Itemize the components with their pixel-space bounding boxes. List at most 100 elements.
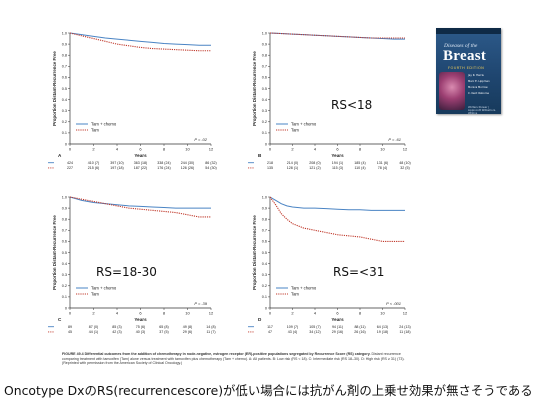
x-tick-label: 12 [209,311,214,316]
book-author: Marc E. Lippman [468,80,490,83]
risk-count: 126 (26) [181,166,194,170]
p-value-label: P = .61 [388,137,401,142]
risk-count: 29 (6) [183,330,192,334]
chart-panel: 0 0.1 0.2 0.3 0.4 0.5 0.6 0.7 0.8 0.9 1.0 0 2 4 6 8 10 12… [48,195,216,334]
chart-panel: 0 0.1 0.2 0.3 0.4 0.5 0.6 0.7 0.8 0.9 1.0 0 2 4 6 8 10 12… [248,195,411,334]
rs-group-label: RS<18 [331,98,372,112]
y-tick-label: 0 [265,306,267,310]
risk-count: 185 (4) [354,161,365,165]
risk-count: 94 (11) [332,325,343,329]
risk-count: 85 (3) [112,325,121,329]
x-tick-label: 8 [359,147,362,152]
x-tick-label: 4 [116,311,119,316]
x-axis-label: Years [331,317,344,322]
panel-letter: C [58,317,62,322]
x-tick-label: 6 [336,311,339,316]
x-tick-label: 2 [291,147,294,152]
risk-count: 338 (24) [157,161,170,165]
risk-count: 131 (6) [377,161,388,165]
risk-count: 32 (5) [400,166,409,170]
legend-label: Tam + chemo [91,121,117,126]
y-tick-label: 0.1 [262,131,267,135]
y-tick-label: 0.8 [262,54,267,58]
x-tick-label: 2 [92,147,95,152]
y-tick-label: 0.6 [62,240,67,244]
legend-label: Tam [91,127,99,132]
risk-count: 397 (10) [110,161,123,165]
series-line [69,196,211,218]
y-axis-label: Proportion Distant-Recurrence Free [52,51,57,126]
y-tick-label: 0 [265,142,267,146]
y-tick-label: 0.2 [62,284,67,288]
x-tick-label: 10 [380,311,385,316]
risk-count: 109 (7) [287,325,298,329]
y-tick-label: 0.3 [62,109,67,113]
y-tick-label: 0.6 [262,240,267,244]
risk-count: 42 (3) [112,330,121,334]
y-tick-label: 0.5 [62,251,67,255]
x-tick-label: 0 [69,311,72,316]
risk-count: 43 (4) [288,330,297,334]
x-tick-label: 4 [314,147,317,152]
x-tick-label: 2 [291,311,294,316]
y-tick-label: 0.6 [262,76,267,80]
x-tick-label: 10 [380,147,385,152]
y-tick-label: 0.8 [62,54,67,58]
risk-count: 11 (18) [399,330,410,334]
y-tick-label: 0.7 [62,229,67,233]
legend-label: Tam + chemo [91,285,117,290]
x-tick-label: 0 [269,311,272,316]
y-tick-label: 0.7 [262,229,267,233]
risk-count: 227 [67,166,73,170]
x-tick-label: 10 [185,311,190,316]
y-tick-label: 0.1 [62,131,67,135]
chart-panel: 0 0.1 0.2 0.3 0.4 0.5 0.6 0.7 0.8 0.9 1.0 0 2 4 6 8 10 12… [48,31,217,170]
x-tick-label: 10 [185,147,190,152]
x-tick-label: 0 [69,147,72,152]
risk-count: 19 (18) [377,330,388,334]
risk-count: 29 (16) [332,330,343,334]
risk-count: 24 (13) [399,325,410,329]
legend-label: Tam [291,127,299,132]
caption-body: Distant recurrence comparing treatment w… [62,352,405,366]
risk-count: 11 (7) [206,330,215,334]
book-author: Jay R. Harris [468,74,484,77]
book-cover: Diseases of the Breast FOURTH EDITION Ja… [436,28,501,114]
risk-count: 197 (18) [110,166,123,170]
x-tick-label: 2 [92,311,95,316]
risk-count: 64 (13) [377,325,388,329]
series-line [69,32,211,46]
series-line [69,196,211,209]
p-value-label: P < .001 [386,301,401,306]
y-tick-label: 1.0 [262,31,267,35]
x-tick-label: 4 [314,311,317,316]
risk-count: 208 (0) [309,161,320,165]
y-tick-label: 0.4 [62,98,67,102]
y-tick-label: 0.3 [262,109,267,113]
y-tick-label: 1.0 [62,31,67,35]
risk-count: 128 (1) [287,166,298,170]
x-tick-label: 12 [403,311,408,316]
caption-figure-label: FIGURE 49.4 [62,352,84,356]
p-value-label: P = .39 [194,301,207,306]
risk-count: 78 (4) [378,166,387,170]
y-tick-label: 0.2 [62,120,67,124]
risk-count: 115 (3) [332,166,343,170]
series-line [269,196,405,242]
risk-count: 88 (11) [354,325,365,329]
risk-count: 75 (6) [136,325,145,329]
risk-count: 194 (1) [332,161,343,165]
risk-count: 87 (0) [89,325,98,329]
y-axis-label: Proportion Distant-Recurrence Free [252,215,257,290]
y-tick-label: 0.9 [262,206,267,210]
risk-count: 37 (5) [159,330,168,334]
y-tick-label: 0.4 [262,262,267,266]
risk-count: 176 (24) [157,166,170,170]
risk-count: 47 [268,330,272,334]
y-tick-label: 0 [65,306,67,310]
book-subtitle: Diseases of the [444,43,478,49]
panel-letter: D [258,317,262,322]
legend-label: Tam + chemo [291,121,317,126]
book-band [436,28,501,34]
